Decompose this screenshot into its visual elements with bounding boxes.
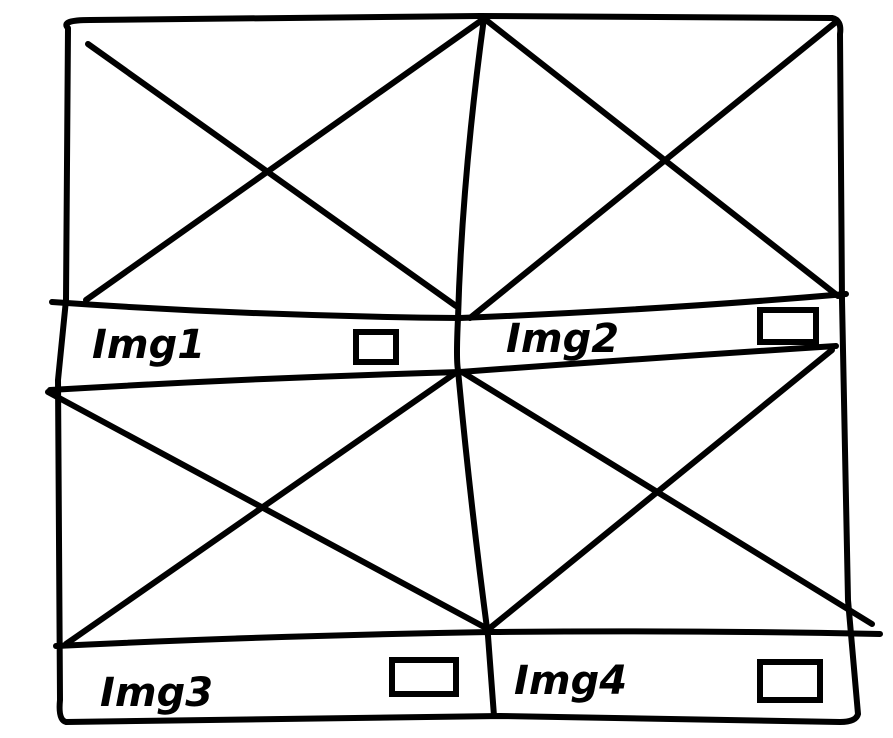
caption-img2: Img2 bbox=[506, 316, 619, 362]
image-placeholder-3 bbox=[45, 371, 489, 647]
checkbox-img3[interactable] bbox=[389, 657, 459, 697]
checkbox-img1[interactable] bbox=[353, 329, 399, 365]
outer-frame bbox=[55, 13, 861, 725]
caption-img3: Img3 bbox=[100, 670, 213, 716]
bottom-row-divider bbox=[53, 628, 883, 649]
image-placeholder-1 bbox=[83, 17, 485, 309]
caption-img1: Img1 bbox=[92, 322, 205, 368]
checkbox-img2[interactable] bbox=[757, 307, 819, 345]
image-placeholder-4 bbox=[459, 347, 875, 631]
vertical-divider bbox=[454, 15, 497, 719]
checkbox-img4[interactable] bbox=[757, 659, 823, 703]
caption-img4: Img4 bbox=[514, 658, 627, 704]
image-placeholder-2 bbox=[467, 17, 841, 321]
